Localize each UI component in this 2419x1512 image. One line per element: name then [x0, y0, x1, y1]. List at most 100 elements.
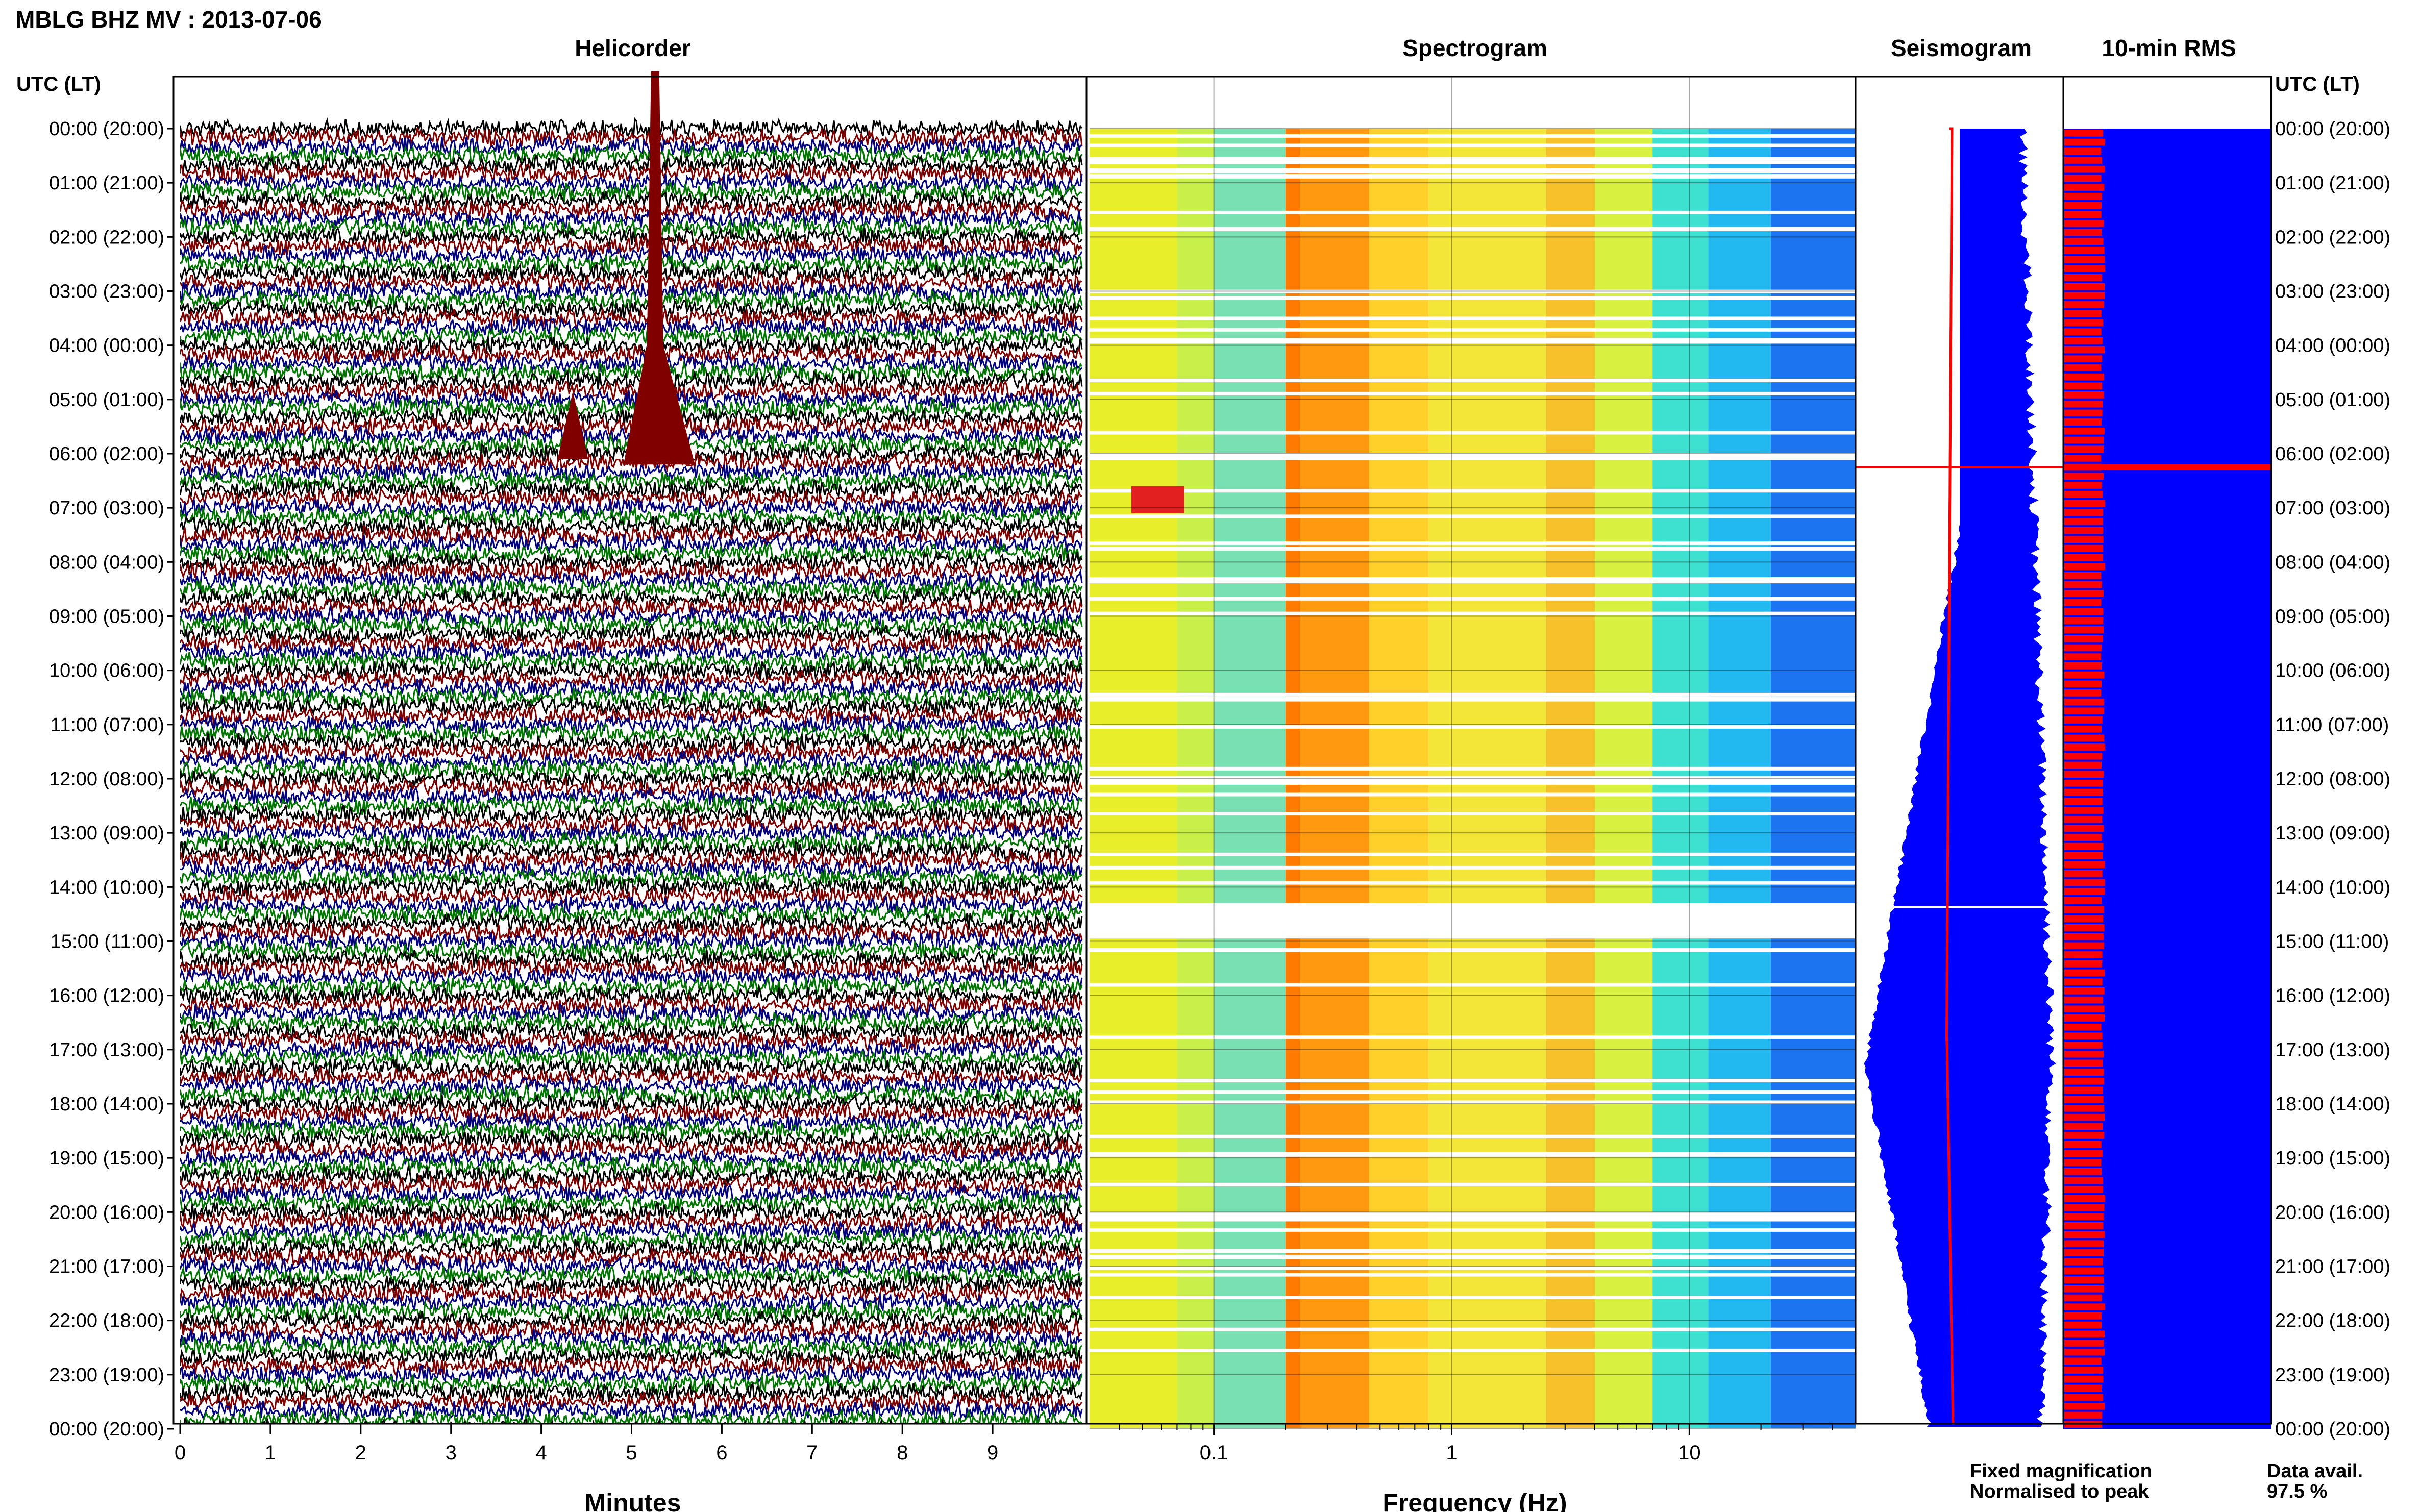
rms-normalised-bar — [2064, 1177, 2103, 1184]
rms-normalised-bar — [2064, 509, 2103, 516]
helicorder-events — [557, 71, 695, 465]
rms-normalised-bar — [2064, 581, 2102, 588]
spectrogram-gap-line — [1090, 1249, 1856, 1253]
spectrogram-gap-line — [1090, 1218, 1856, 1222]
rms-normalised-bar — [2064, 1141, 2102, 1148]
spectrogram-gap-line — [1090, 580, 1856, 584]
helicorder-trace — [180, 1399, 1083, 1421]
rms-normalised-bar — [2064, 1105, 2105, 1112]
helicorder-trace — [180, 1147, 1083, 1169]
rms-normalised-bar — [2064, 364, 2102, 371]
helicorder-trace — [180, 469, 1083, 493]
helicorder-trace — [180, 117, 1083, 140]
helicorder-trace — [180, 866, 1083, 890]
rms-normalised-bar — [2064, 933, 2104, 940]
rms-normalised-bar — [2064, 852, 2103, 859]
helicorder-trace — [180, 307, 1083, 331]
helicorder-trace — [180, 848, 1083, 872]
rms-normalised-bar — [2064, 1132, 2105, 1139]
time-label-left: 10:00 (06:00) — [49, 660, 164, 682]
time-label-left: 21:00 (17:00) — [49, 1256, 164, 1278]
helicorder-trace — [180, 794, 1083, 817]
rms-normalised-bar — [2064, 1394, 2103, 1401]
rms-normalised-bar — [2064, 924, 2105, 931]
helicorder-trace — [180, 352, 1083, 375]
helicorder-trace — [180, 1092, 1083, 1116]
helicorder-trace — [180, 451, 1083, 475]
spectrogram-gap-line — [1090, 781, 1856, 785]
rms-normalised-bar — [2064, 445, 2104, 453]
time-label-right: 17:00 (13:00) — [2275, 1039, 2390, 1061]
helicorder-trace — [180, 1282, 1083, 1304]
rms-normalised-bar — [2064, 870, 2103, 877]
seismogram-gap — [1856, 906, 2063, 908]
rms-normalised-bar — [2064, 147, 2102, 155]
spectrogram-gap-line — [1090, 296, 1856, 300]
rms-normalised-bar — [2064, 256, 2105, 263]
rms-normalised-bar — [2064, 1150, 2103, 1157]
spectrogram-gap-line — [1090, 160, 1856, 164]
spectrogram-gap-line — [1090, 1213, 1856, 1218]
spectrogram-gap-line — [1090, 948, 1856, 952]
helicorder-trace — [180, 126, 1083, 150]
rms-normalised-bar — [2064, 1168, 2102, 1175]
helicorder-trace — [180, 767, 1082, 790]
time-label-right: 19:00 (15:00) — [2275, 1148, 2390, 1169]
helicorder-trace — [180, 1011, 1083, 1034]
rms-normalised-bar — [2064, 897, 2102, 904]
minutes-tick-label: 2 — [355, 1442, 366, 1464]
rms-normalised-bar — [2064, 184, 2105, 191]
rms-normalised-bar — [2064, 771, 2104, 778]
helicorder-trace — [180, 839, 1083, 862]
rms-normalised-bar — [2064, 1113, 2105, 1121]
rms-normalised-bar — [2064, 1367, 2103, 1374]
helicorder-trace — [180, 542, 1083, 565]
time-label-right: 07:00 (03:00) — [2275, 498, 2390, 519]
rms-normalised-bar — [2064, 644, 2102, 652]
helicorder-trace — [180, 641, 1083, 663]
spectrogram-gap-line — [1090, 1348, 1856, 1352]
time-label-left: 22:00 (18:00) — [49, 1310, 164, 1332]
helicorder-trace — [180, 830, 1083, 854]
rms-normalised-bar — [2064, 554, 2103, 561]
rms-normalised-bar — [2064, 517, 2103, 525]
rms-normalised-bar — [2064, 1258, 2103, 1266]
data-availability-value: 97.5 % — [2267, 1481, 2327, 1502]
spectrogram-gap-line — [1090, 157, 1856, 161]
spectrogram-gap-line — [1090, 1153, 1856, 1157]
rms-normalised-bar — [2064, 274, 2102, 281]
helicorder-trace — [180, 244, 1083, 266]
time-label-left: 06:00 (02:00) — [49, 443, 164, 465]
helicorder-trace — [180, 785, 1083, 809]
rms-normalised-bar — [2064, 1042, 2103, 1049]
time-label-right: 22:00 (18:00) — [2275, 1310, 2390, 1332]
time-label-right: 23:00 (19:00) — [2275, 1365, 2390, 1386]
helicorder-trace — [180, 1255, 1083, 1278]
rms-normalised-bar — [2064, 238, 2104, 245]
spectrogram-gap-line — [1090, 340, 1856, 344]
rms-normalised-bar — [2064, 1213, 2104, 1220]
rms-normalised-bar — [2064, 1340, 2104, 1347]
rms-normalised-bar — [2064, 1186, 2103, 1193]
spectrogram-gap-line — [1090, 1327, 1856, 1331]
spectrogram-gap-line — [1090, 1100, 1856, 1104]
rms-normalised-bar — [2064, 1411, 2103, 1419]
spectrogram-gap-line — [1090, 210, 1856, 214]
time-label-right: 16:00 (12:00) — [2275, 985, 2390, 1007]
spectrogram-gap-line — [1090, 697, 1856, 701]
rms-normalised-bar — [2064, 906, 2104, 913]
helicorder-trace — [180, 930, 1083, 953]
time-label-left: 00:00 (20:00) — [49, 1419, 164, 1440]
spectrogram-gap-line — [1090, 1090, 1856, 1094]
rms-normalised-bar — [2064, 482, 2102, 489]
time-label-right: 02:00 (22:00) — [2275, 227, 2390, 248]
rms-normalised-bar — [2064, 192, 2102, 200]
rms-normalised-bar — [2064, 888, 2105, 895]
rms-normalised-bar — [2064, 825, 2104, 832]
rms-normalised-bar — [2064, 544, 2103, 552]
helicorder-trace — [180, 1299, 1083, 1324]
helicorder-trace — [180, 577, 1083, 602]
time-label-left: 20:00 (16:00) — [49, 1202, 164, 1223]
rms-normalised-bar — [2064, 283, 2105, 290]
helicorder-trace — [180, 587, 1083, 609]
